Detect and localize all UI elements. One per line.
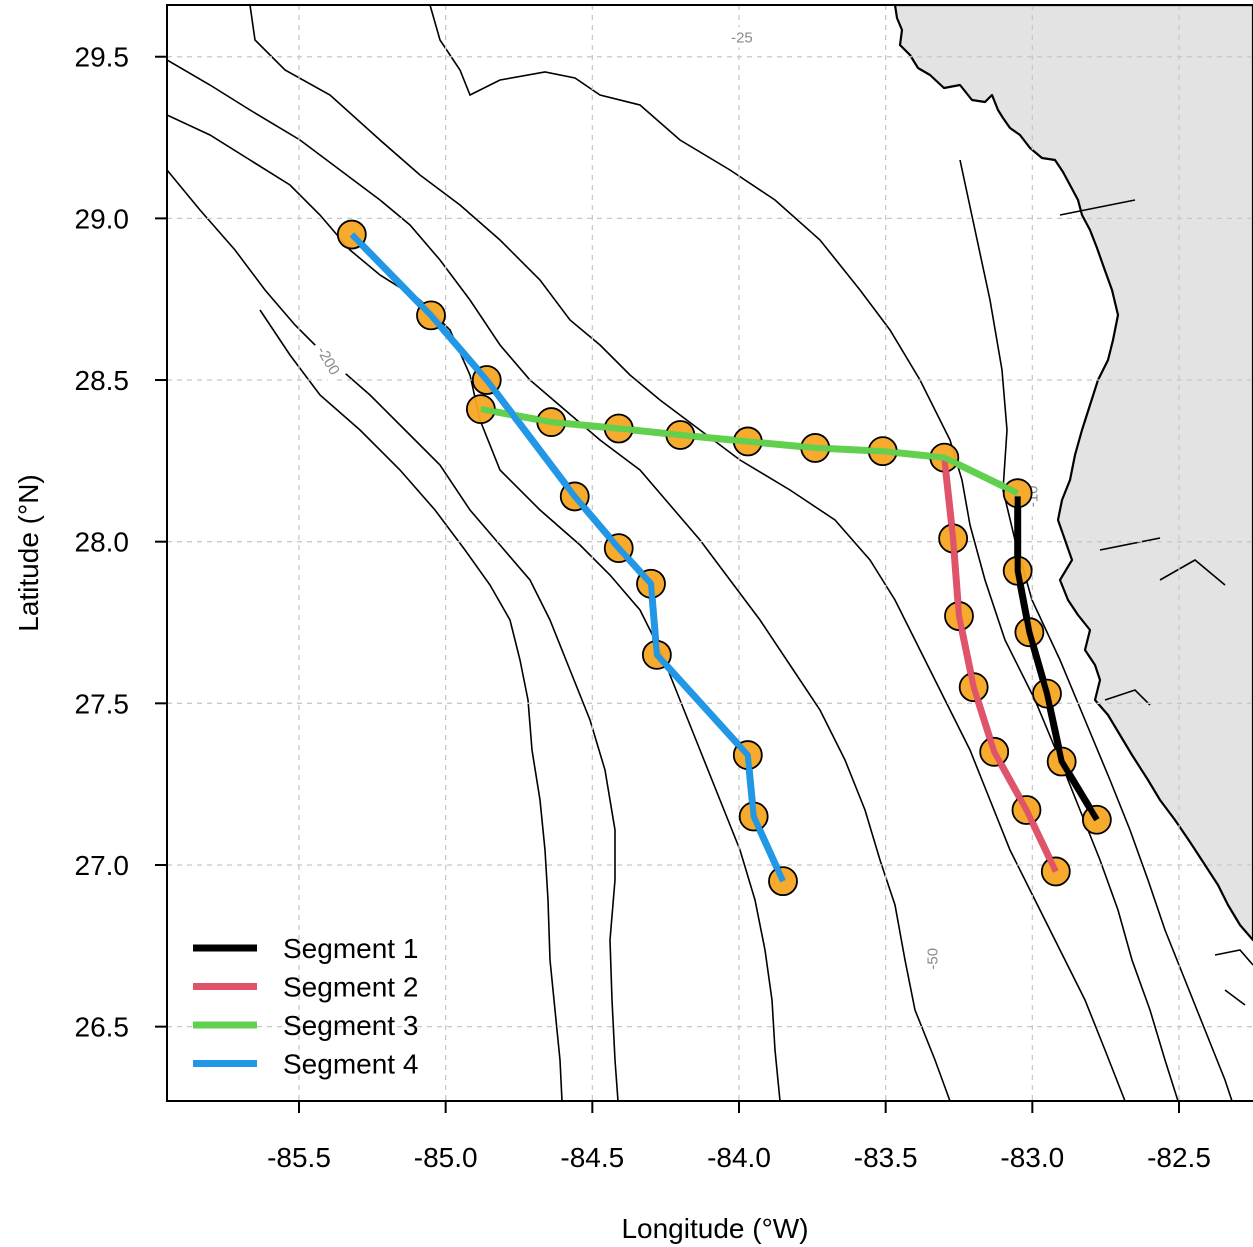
- legend-label: Segment 1: [283, 933, 418, 964]
- segment-2-line-overlay: [941, 457, 1059, 873]
- y-tick-label: 29.5: [75, 42, 130, 73]
- x-tick-label: -83.0: [1000, 1142, 1064, 1173]
- x-tick-label: -85.5: [267, 1142, 331, 1173]
- y-axis-title: Latitude (°N): [13, 474, 44, 632]
- contour-label-background: [309, 338, 347, 383]
- contour-labels: -25-200-50-10: [309, 27, 1043, 979]
- x-tick-label: -84.5: [560, 1142, 624, 1173]
- x-tick-label: -85.0: [414, 1142, 478, 1173]
- y-tick-label: 29.0: [75, 203, 130, 234]
- y-tick-label: 27.5: [75, 688, 130, 719]
- station-markers: [336, 219, 1112, 897]
- x-tick-label: -83.5: [854, 1142, 918, 1173]
- legend-label: Segment 4: [283, 1049, 418, 1080]
- coast-detail: [1059, 199, 1253, 1006]
- segment-lines: [349, 232, 1100, 883]
- x-tick-label: -82.5: [1147, 1142, 1211, 1173]
- segment-4-line: [349, 232, 787, 883]
- y-axis: 26.5 27.0 27.5 28.0 28.5 29.0 29.5: [75, 42, 167, 1043]
- legend-label: Segment 2: [283, 972, 418, 1003]
- plot-frame: [166, 4, 1253, 1102]
- station-marker: [1081, 804, 1112, 835]
- contour-label-background: [922, 938, 943, 979]
- x-tick-label: -84.0: [707, 1142, 771, 1173]
- legend-label: Segment 3: [283, 1010, 418, 1041]
- segment-3-line-overlay: [480, 406, 1020, 496]
- plot-area: -25-200-50-10: [167, 5, 1253, 1101]
- y-tick-label: 28.0: [75, 527, 130, 558]
- contour-25m: [429, 5, 1179, 1101]
- contour-label-background: [721, 27, 762, 48]
- contour-100m: [167, 114, 781, 1101]
- contour-label: -25: [731, 29, 753, 46]
- grid-lines: [167, 5, 1253, 1101]
- contour-200m: [259, 309, 563, 1101]
- legend: Segment 1 Segment 2 Segment 3 Segment 4: [193, 933, 418, 1080]
- contour-label: -50: [925, 948, 942, 970]
- contour-50m: [167, 59, 951, 1101]
- y-tick-label: 28.5: [75, 365, 130, 396]
- contour-10m: [959, 159, 1233, 1101]
- segment-4-line-overlay: [349, 232, 786, 883]
- y-tick-label: 26.5: [75, 1012, 130, 1043]
- y-tick-label: 27.0: [75, 850, 130, 881]
- x-axis-title: Longitude (°W): [621, 1213, 808, 1244]
- segment-1-line-overlay: [1014, 496, 1100, 822]
- x-axis: -85.5 -85.0 -84.5 -84.0 -83.5 -83.0 -82.5: [267, 1101, 1211, 1173]
- contour-150m: [167, 169, 619, 1101]
- contour-40m: [249, 5, 1126, 1101]
